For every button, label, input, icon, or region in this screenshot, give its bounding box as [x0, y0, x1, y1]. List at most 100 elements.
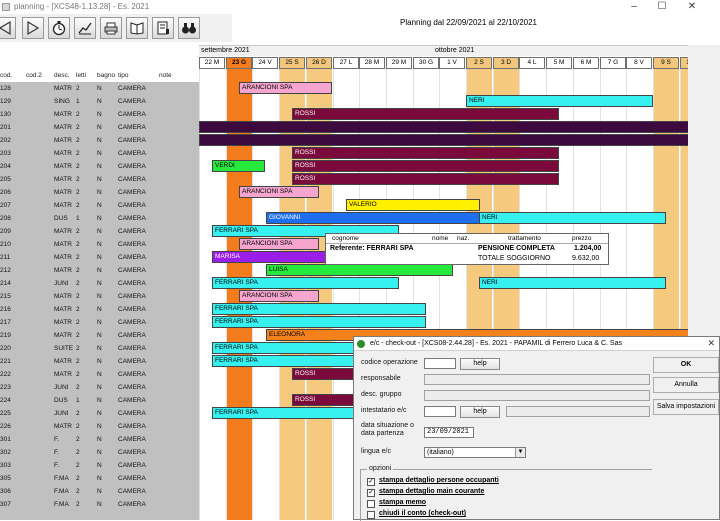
booking-bar[interactable]: LUISA — [266, 264, 453, 276]
booking-bar[interactable]: ARANCIONI SPA — [239, 82, 332, 94]
day-header-cell[interactable]: 25 S — [279, 57, 305, 69]
day-header-cell[interactable]: 30 G — [413, 57, 439, 69]
room-row[interactable]: 130 MATR 2 N CAMERA — [0, 108, 199, 121]
book-page-button[interactable] — [152, 17, 174, 39]
room-row[interactable]: 212 MATR 2 N CAMERA — [0, 264, 199, 277]
booking-bar[interactable]: MARISA — [212, 251, 327, 263]
column-header-desc[interactable]: desc. — [54, 72, 70, 79]
booking-bar[interactable]: NERI — [466, 95, 653, 107]
data-partenza-input[interactable]: 23/09/2021 — [424, 427, 474, 438]
booking-bar[interactable]: VALERIO — [346, 199, 480, 211]
booking-bar[interactable]: ARANCIONI SPA — [239, 238, 319, 250]
salva-impostazioni-button[interactable]: Salva impostazioni — [653, 399, 719, 415]
booking-bar[interactable] — [199, 134, 688, 146]
chevron-down-icon[interactable]: ▼ — [515, 448, 525, 457]
book-button[interactable] — [126, 17, 148, 39]
option-label[interactable]: chiudi il conto (check-out) — [379, 510, 467, 517]
booking-bar[interactable]: ROSSI — [292, 394, 359, 406]
back-arrow-button[interactable] — [0, 17, 16, 39]
room-row[interactable]: 301 F. 2 N CAMERA — [0, 433, 199, 446]
booking-bar[interactable]: ROSSI — [292, 160, 559, 172]
option-label[interactable]: stampa dettaglio main courante — [379, 488, 485, 495]
room-row[interactable]: 205 MATR 2 N CAMERA — [0, 173, 199, 186]
booking-bar[interactable]: NERI — [479, 277, 666, 289]
booking-bar[interactable]: FERRARI SPA — [212, 342, 359, 354]
chart-button[interactable] — [74, 17, 96, 39]
room-row[interactable]: 201 MATR 2 N CAMERA — [0, 121, 199, 134]
room-row[interactable]: 221 MATR 2 N CAMERA — [0, 355, 199, 368]
minimize-button[interactable]: – — [631, 1, 637, 12]
booking-bar[interactable]: ROSSI — [292, 173, 559, 185]
room-row[interactable]: 209 MATR 2 N CAMERA — [0, 225, 199, 238]
day-header-cell[interactable]: 22 M — [199, 57, 225, 69]
intestatario-help-button[interactable]: help — [460, 406, 500, 418]
maximize-button[interactable]: ☐ — [657, 1, 667, 12]
day-header-cell[interactable]: 2 S — [466, 57, 492, 69]
room-row[interactable]: 223 JUNI 2 N CAMERA — [0, 381, 199, 394]
annulla-button[interactable]: Annulla — [653, 377, 719, 393]
option-checkbox[interactable] — [367, 511, 375, 519]
lingua-select[interactable]: (italiano) ▼ — [424, 447, 526, 458]
booking-bar[interactable]: FERRARI SPA — [212, 277, 399, 289]
room-row[interactable]: 222 MATR 2 N CAMERA — [0, 368, 199, 381]
room-row[interactable]: 306 F.MA 2 N CAMERA — [0, 485, 199, 498]
booking-bar[interactable]: ROSSI — [292, 147, 559, 159]
option-checkbox[interactable] — [367, 500, 375, 508]
dialog-close-icon[interactable]: ✕ — [707, 338, 715, 348]
day-header-cell[interactable]: 6 M — [573, 57, 599, 69]
room-row[interactable]: 202 MATR 2 N CAMERA — [0, 134, 199, 147]
booking-bar[interactable]: ROSSI — [292, 368, 359, 380]
booking-bar[interactable]: FERRARI SPA — [212, 355, 359, 367]
room-row[interactable]: 211 MATR 2 N CAMERA — [0, 251, 199, 264]
booking-bar[interactable]: FERRARI SPA — [212, 407, 359, 419]
room-row[interactable]: 305 F.MA 2 N CAMERA — [0, 472, 199, 485]
column-header-cod[interactable]: cod. — [0, 72, 13, 79]
room-row[interactable]: 128 MATR 2 N CAMERA — [0, 82, 199, 95]
room-row[interactable]: 307 F.MA 2 N CAMERA — [0, 498, 199, 511]
day-header-cell[interactable]: 23 G — [226, 57, 252, 69]
room-row[interactable]: 207 MATR 2 N CAMERA — [0, 199, 199, 212]
column-header-bagno[interactable]: bagno — [97, 72, 116, 79]
binoculars-button[interactable] — [178, 17, 200, 39]
room-row[interactable]: 303 F. 2 N CAMERA — [0, 459, 199, 472]
day-header-cell[interactable]: 28 M — [359, 57, 385, 69]
booking-bar[interactable]: VERDI — [212, 160, 265, 172]
room-row[interactable]: 217 MATR 2 N CAMERA — [0, 316, 199, 329]
room-row[interactable]: 214 JUNI 2 N CAMERA — [0, 277, 199, 290]
day-header-cell[interactable]: 29 M — [386, 57, 412, 69]
day-header-cell[interactable]: 3 D — [493, 57, 519, 69]
column-header-letti[interactable]: letti — [76, 72, 87, 79]
room-row[interactable]: 219 MATR 2 N CAMERA — [0, 329, 199, 342]
booking-bar[interactable]: NERI — [479, 212, 666, 224]
room-row[interactable]: 226 MATR 2 N CAMERA — [0, 420, 199, 433]
stopwatch-button[interactable] — [48, 17, 70, 39]
ok-button[interactable]: OK — [653, 357, 719, 373]
day-header-cell[interactable]: 24 V — [252, 57, 278, 69]
room-row[interactable]: 204 MATR 2 N CAMERA — [0, 160, 199, 173]
intestatario-input[interactable] — [424, 406, 456, 417]
day-header-cell[interactable]: 27 L — [333, 57, 359, 69]
room-row[interactable]: 210 MATR 2 N CAMERA — [0, 238, 199, 251]
day-header-cell[interactable]: 9 S — [653, 57, 679, 69]
column-header-tipo[interactable]: tipo — [118, 72, 129, 79]
room-row[interactable]: 216 MATR 2 N CAMERA — [0, 303, 199, 316]
room-row[interactable]: 208 DUS 1 N CAMERA — [0, 212, 199, 225]
close-button[interactable]: ✕ — [687, 1, 697, 12]
column-header-cod2[interactable]: cod.2 — [26, 72, 42, 79]
day-header-cell[interactable]: 26 D — [306, 57, 332, 69]
printer-button[interactable] — [100, 17, 122, 39]
room-row[interactable]: 203 MATR 2 N CAMERA — [0, 147, 199, 160]
day-header-cell[interactable]: 4 L — [519, 57, 545, 69]
day-header-cell[interactable]: 8 V — [626, 57, 652, 69]
room-row[interactable]: 302 F. 2 N CAMERA — [0, 446, 199, 459]
option-label[interactable]: stampa memo — [379, 499, 427, 506]
codice-operazione-input[interactable] — [424, 358, 456, 369]
day-header-cell[interactable]: 1 V — [439, 57, 465, 69]
column-header-note[interactable]: note — [159, 72, 172, 79]
option-checkbox[interactable]: ✓ — [367, 478, 375, 486]
room-row[interactable]: 225 JUNI 2 N CAMERA — [0, 407, 199, 420]
option-label[interactable]: stampa dettaglio persone occupanti — [379, 477, 499, 484]
booking-bar[interactable]: GIOVANNI — [266, 212, 480, 224]
room-row[interactable]: 129 SING 1 N CAMERA — [0, 95, 199, 108]
booking-bar[interactable]: ARANCIONI SPA — [239, 290, 319, 302]
